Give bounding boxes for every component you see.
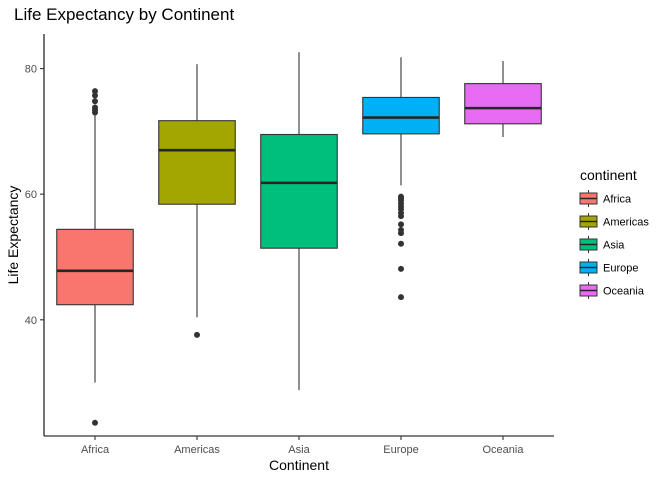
y-tick-label-40: 40 — [25, 315, 37, 327]
outlier-europe-13 — [398, 193, 404, 200]
outlier-europe-5 — [398, 221, 404, 228]
box-body-oceania — [464, 83, 542, 125]
y-axis-title: Life Expectancy — [5, 186, 21, 285]
ticks: 40 60 80 Africa Americas Asia Europe Oceania — [25, 64, 525, 456]
x-tick-label-oceania: Oceania — [483, 444, 525, 456]
outlier-europe-0 — [398, 294, 404, 301]
x-axis-title: Continent — [269, 457, 329, 473]
y-tick-label-60: 60 — [25, 189, 37, 201]
legend-item-africa: Africa — [579, 190, 632, 207]
legend: continent Africa Americas Asia Europe Oceani… — [579, 167, 649, 299]
outlier-europe-2 — [398, 240, 404, 247]
box-americas — [158, 64, 236, 338]
box-oceania — [464, 61, 542, 138]
legend-label-americas: Americas — [603, 217, 649, 229]
legend-label-oceania: Oceania — [603, 286, 645, 298]
x-tick-label-asia: Asia — [288, 444, 310, 456]
box-body-americas — [158, 120, 236, 205]
y-tick-label-80: 80 — [25, 64, 37, 76]
box-body-africa — [56, 228, 134, 306]
x-tick-label-europe: Europe — [383, 444, 418, 456]
plot-area — [56, 52, 542, 426]
outlier-europe-4 — [398, 226, 404, 233]
x-tick-label-africa: Africa — [81, 444, 110, 456]
outlier-africa-3 — [92, 104, 98, 111]
box-europe — [362, 57, 440, 301]
legend-label-africa: Africa — [603, 194, 632, 206]
outlier-americas-0 — [194, 331, 200, 338]
box-body-asia — [260, 133, 338, 249]
legend-item-americas: Americas — [579, 213, 649, 230]
box-africa — [56, 88, 134, 426]
legend-label-asia: Asia — [603, 240, 625, 252]
legend-title: continent — [580, 167, 637, 183]
legend-item-oceania: Oceania — [579, 282, 645, 299]
box-body-europe — [362, 96, 440, 135]
legend-label-europe: Europe — [603, 263, 638, 275]
outlier-africa-0 — [92, 419, 98, 426]
box-asia — [260, 52, 338, 391]
legend-item-europe: Europe — [579, 259, 638, 276]
outlier-africa-4 — [92, 98, 98, 105]
x-tick-label-americas: Americas — [174, 444, 220, 456]
outlier-africa-5 — [92, 92, 98, 99]
outlier-africa-6 — [92, 88, 98, 95]
chart-title: Life Expectancy by Continent — [14, 5, 234, 24]
legend-item-asia: Asia — [579, 236, 625, 253]
outlier-europe-1 — [398, 265, 404, 272]
